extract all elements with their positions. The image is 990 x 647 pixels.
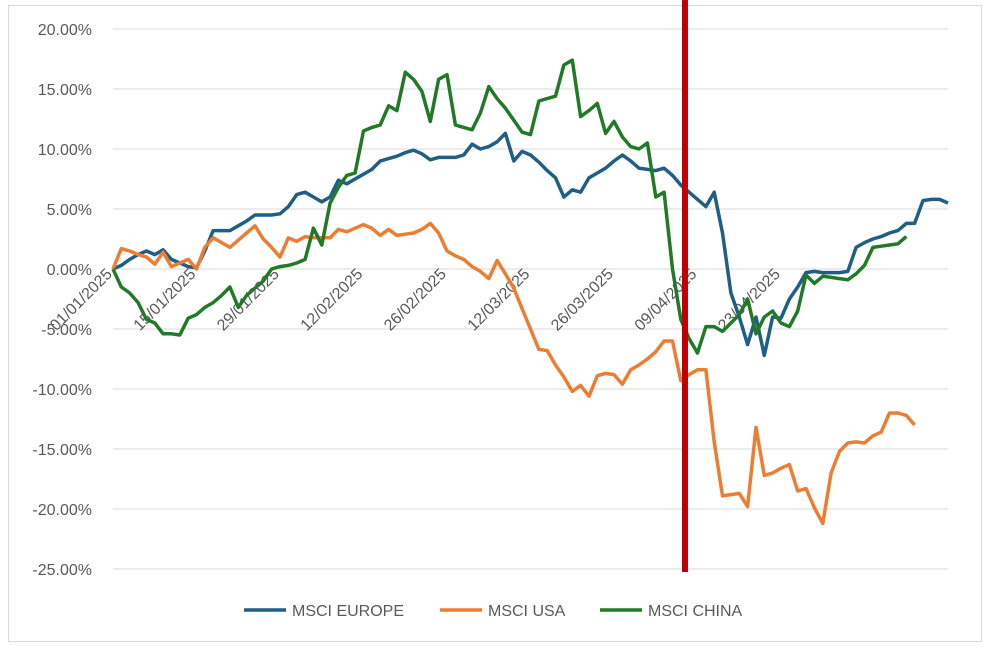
legend-label: MSCI EUROPE bbox=[292, 603, 404, 620]
series-lines bbox=[111, 0, 949, 572]
y-tick-label: 0.00% bbox=[47, 262, 92, 279]
y-tick-label: 15.00% bbox=[38, 82, 92, 99]
x-tick-label: 26/02/2025 bbox=[381, 266, 450, 335]
x-tick-label: 12/02/2025 bbox=[298, 266, 367, 335]
x-tick-label: 26/03/2025 bbox=[548, 266, 617, 335]
x-tick-label: 29/01/2025 bbox=[214, 266, 283, 335]
x-tick-label: 12/03/2025 bbox=[465, 266, 534, 335]
x-tick-label: 15/01/2025 bbox=[131, 266, 200, 335]
y-tick-label: -25.00% bbox=[32, 562, 92, 579]
gridlines bbox=[113, 28, 948, 570]
series-line-msci-usa bbox=[111, 221, 916, 526]
y-tick-label: -20.00% bbox=[32, 502, 92, 519]
series-line-msci-china bbox=[111, 58, 908, 355]
y-tick-label: 10.00% bbox=[38, 142, 92, 159]
legend-label: MSCI CHINA bbox=[648, 603, 743, 620]
legend: MSCI EUROPE MSCI USA MSCI CHINA bbox=[244, 603, 743, 620]
y-tick-label: 5.00% bbox=[47, 202, 92, 219]
y-tick-label: -10.00% bbox=[32, 382, 92, 399]
x-tick-label: 09/04/2025 bbox=[632, 266, 701, 335]
chart-frame bbox=[8, 5, 982, 642]
series-line-msci-europe bbox=[112, 131, 949, 358]
y-tick-label: 20.00% bbox=[38, 22, 92, 39]
y-tick-label: -5.00% bbox=[41, 322, 92, 339]
y-axis: 20.00% 15.00% 10.00% 5.00% 0.00% -5.00% -10.00… bbox=[32, 22, 92, 579]
legend-label: MSCI USA bbox=[488, 603, 566, 620]
y-tick-label: -15.00% bbox=[32, 442, 92, 459]
